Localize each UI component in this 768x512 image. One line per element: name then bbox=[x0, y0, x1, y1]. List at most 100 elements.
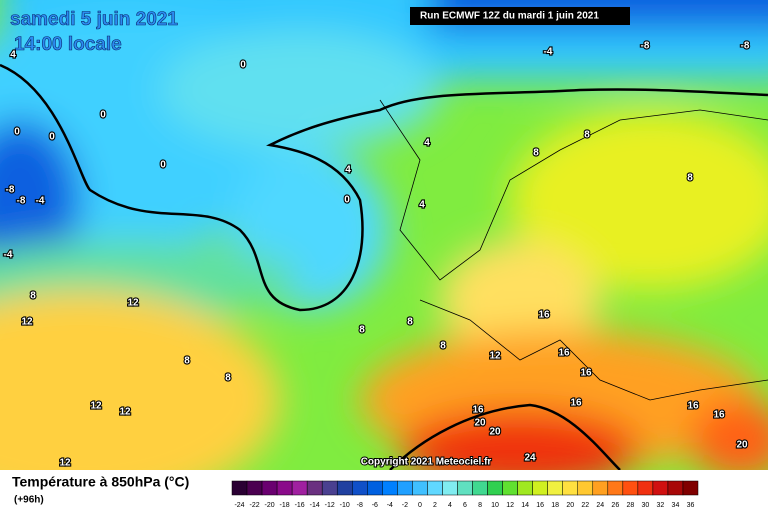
colorbar-cell bbox=[532, 480, 548, 496]
contour-label: 12 bbox=[489, 351, 501, 362]
contour-label: 8 bbox=[359, 325, 365, 336]
colorbar-cell bbox=[577, 480, 594, 496]
colorbar-label: 6 bbox=[463, 502, 467, 509]
contour-label: 24 bbox=[524, 453, 536, 464]
colorbar-cell bbox=[382, 480, 398, 496]
contour-label: 0 bbox=[100, 110, 106, 121]
colorbar-cell bbox=[246, 480, 263, 496]
colorbar-cell bbox=[547, 480, 563, 496]
colorbar-cell bbox=[457, 480, 473, 496]
contour-label: 8 bbox=[407, 317, 413, 328]
colorbar-cell bbox=[321, 480, 338, 496]
contour-label: 4 bbox=[345, 165, 351, 176]
contour-label: -4 bbox=[544, 47, 553, 58]
contour-label: 4 bbox=[424, 138, 430, 149]
colorbar-cell bbox=[562, 480, 578, 496]
contour-label: 12 bbox=[119, 407, 131, 418]
colorbar-label: 2 bbox=[433, 502, 437, 509]
contour-label: 4 bbox=[10, 50, 16, 61]
contour-label: -4 bbox=[36, 196, 45, 207]
contour-label: 12 bbox=[21, 317, 33, 328]
contour-label: 8 bbox=[533, 148, 539, 159]
colorbar-label: -8 bbox=[357, 502, 363, 509]
colorbar-label: -22 bbox=[249, 502, 259, 509]
contour-label: 20 bbox=[736, 440, 748, 451]
colorbar-cell bbox=[231, 480, 248, 496]
contour-label: 16 bbox=[558, 348, 570, 359]
valid-time: 14:00 locale bbox=[14, 34, 122, 55]
colorbar-cell bbox=[306, 480, 323, 496]
contour-label: 16 bbox=[538, 310, 550, 321]
colorbar-label: -4 bbox=[387, 502, 393, 509]
contour-label: 0 bbox=[49, 132, 55, 143]
contour-label: -4 bbox=[4, 250, 13, 261]
colorbar-cell bbox=[607, 480, 624, 496]
colorbar-cell bbox=[622, 480, 639, 496]
contour-label: 16 bbox=[570, 398, 582, 409]
contour-label: 0 bbox=[344, 195, 350, 206]
legend-title: Température à 850hPa (°C) bbox=[12, 474, 189, 490]
colorbar-cell bbox=[517, 480, 533, 496]
contour-label: -8 bbox=[641, 41, 650, 52]
contour-label: 16 bbox=[713, 410, 725, 421]
contour-label: 8 bbox=[184, 356, 190, 367]
copyright: Copyright 2021 Meteociel.fr bbox=[361, 457, 492, 468]
contour-label: -8 bbox=[17, 196, 26, 207]
colorbar-label: -12 bbox=[325, 502, 335, 509]
colorbar-label: 18 bbox=[551, 502, 559, 509]
colorbar-label: 28 bbox=[626, 502, 634, 509]
colorbar-cell bbox=[261, 480, 278, 496]
colorbar-cell bbox=[397, 480, 413, 496]
contour-label: 0 bbox=[14, 127, 20, 138]
colorbar-label: 24 bbox=[596, 502, 604, 509]
colorbar-label: 30 bbox=[641, 502, 649, 509]
colorbar-cell bbox=[637, 480, 654, 496]
contour-label: 8 bbox=[687, 173, 693, 184]
contour-label: 12 bbox=[59, 458, 71, 469]
colorbar-cell bbox=[412, 480, 428, 496]
contour-label: 8 bbox=[225, 373, 231, 384]
colorbar-label: 26 bbox=[611, 502, 619, 509]
colorbar-label: 36 bbox=[687, 502, 695, 509]
colorbar-label: -14 bbox=[310, 502, 320, 509]
contour-label: -8 bbox=[6, 185, 15, 196]
colorbar-label: 14 bbox=[521, 502, 529, 509]
colorbar-label: 4 bbox=[448, 502, 452, 509]
contour-label: 4 bbox=[419, 200, 425, 211]
colorbar-cell bbox=[442, 480, 458, 496]
contour-label: 16 bbox=[580, 368, 592, 379]
colorbar-label: 22 bbox=[581, 502, 589, 509]
contour-label: 12 bbox=[127, 298, 139, 309]
valid-date: samedi 5 juin 2021 bbox=[10, 9, 178, 30]
colorbar-label: -6 bbox=[372, 502, 378, 509]
colorbar-label: 12 bbox=[506, 502, 514, 509]
colorbar-cell bbox=[652, 480, 669, 496]
contour-label: 20 bbox=[474, 418, 486, 429]
run-box bbox=[410, 7, 630, 25]
contour-label: 16 bbox=[687, 401, 699, 412]
colorbar-cell bbox=[592, 480, 609, 496]
run-label: Run ECMWF 12Z du mardi 1 juin 2021 bbox=[420, 11, 599, 22]
contour-label: 0 bbox=[240, 60, 246, 71]
colorbar-cell bbox=[667, 480, 684, 496]
contour-label: 8 bbox=[440, 341, 446, 352]
contour-label: 16 bbox=[472, 405, 484, 416]
forecast-step: (+96h) bbox=[14, 495, 44, 506]
colorbar-label: 34 bbox=[672, 502, 680, 509]
contour-label: 8 bbox=[30, 291, 36, 302]
colorbar-cell bbox=[352, 480, 368, 496]
contour-label: 0 bbox=[160, 160, 166, 171]
colorbar: -24 -22 -20 -18 -16 -14 -12 -10 -8 -6 -4 -2 0 2 4 6 8 10 1… bbox=[231, 480, 699, 509]
colorbar-cell bbox=[487, 480, 503, 496]
colorbar-label: -2 bbox=[402, 502, 408, 509]
contour-label: -8 bbox=[741, 41, 750, 52]
colorbar-label: 16 bbox=[536, 502, 544, 509]
colorbar-label: -24 bbox=[234, 502, 244, 509]
colorbar-cell bbox=[367, 480, 383, 496]
contour-label: 20 bbox=[489, 427, 501, 438]
colorbar-cell bbox=[472, 480, 488, 496]
colorbar-label: -16 bbox=[295, 502, 305, 509]
